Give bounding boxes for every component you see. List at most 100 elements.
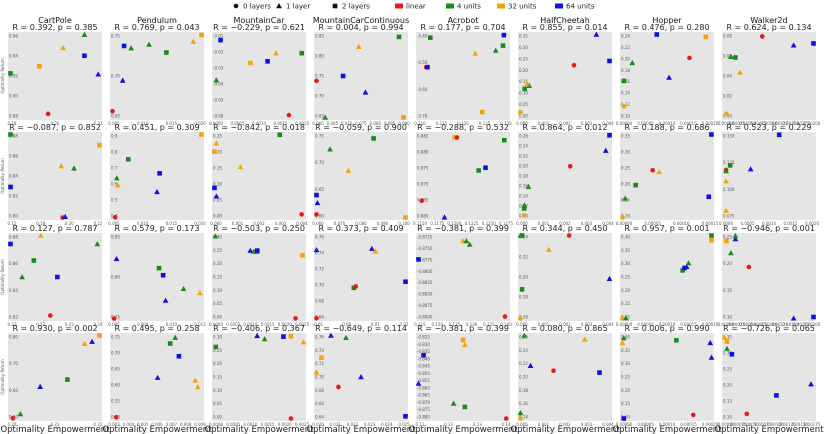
data-point	[58, 163, 65, 169]
panel-stats: R = −0.946, p = 0.001	[723, 224, 815, 233]
x-tick-label: 0.0020	[805, 221, 819, 226]
data-point	[345, 167, 352, 173]
x-tick-label: 0.0025	[295, 422, 309, 427]
plot-background	[722, 32, 816, 120]
data-point	[95, 71, 102, 77]
data-point	[113, 255, 120, 262]
data-point	[703, 34, 709, 40]
x-tick-label: 0.18	[8, 121, 17, 126]
data-point	[527, 362, 534, 368]
x-axis-label: Optimality Empowerment	[714, 425, 824, 434]
y-tick-label: 0.35	[621, 134, 630, 139]
y-axis-label: Optimality Return	[0, 58, 5, 94]
data-point	[503, 416, 509, 421]
data-point	[314, 212, 319, 217]
y-tick-label: 0.30	[621, 261, 630, 266]
x-tick-label: 0.22	[36, 322, 45, 327]
panel-stats: R = 0.769, p = 0.043	[114, 23, 199, 32]
data-point	[776, 132, 782, 138]
plot-background	[722, 233, 816, 321]
x-tick-label: 0.0005	[741, 221, 755, 226]
data-point	[774, 393, 779, 398]
y-tick-label: 0.80	[9, 335, 18, 340]
y-tick-label: 0.65	[315, 187, 324, 192]
x-tick-label: 0.070	[341, 121, 353, 126]
x-tick-label: 0.006	[151, 422, 163, 427]
data-point	[167, 341, 173, 346]
data-point	[55, 274, 60, 280]
x-tick-label: 0.130	[466, 322, 478, 327]
data-point	[732, 236, 739, 242]
column-title: MountainCarContinuous	[313, 16, 409, 25]
y-tick-label: 0.76	[315, 335, 324, 340]
data-point	[502, 314, 508, 319]
data-point	[724, 238, 729, 244]
plot-background	[518, 132, 612, 220]
data-point	[472, 50, 479, 56]
data-point	[355, 43, 362, 49]
data-point	[403, 414, 408, 419]
y-tick-label: 0.70	[111, 351, 120, 356]
x-tick-label: 0.002	[559, 322, 571, 327]
y-tick-label: 0.80	[9, 214, 18, 219]
data-point	[633, 182, 638, 188]
plot-background	[110, 132, 204, 220]
y-tick-label: 0.88	[9, 235, 18, 240]
data-point	[492, 47, 499, 53]
x-tick-label: 0.00000	[616, 322, 633, 327]
y-tick-label: 0.05	[213, 198, 222, 203]
x-tick-label: 0.22	[94, 221, 103, 226]
y-tick-label: 0.10	[723, 315, 732, 320]
y-tick-label: 0.82	[9, 194, 18, 199]
x-tick-label: 0.00000	[616, 221, 633, 226]
y-tick-label: 0.20	[519, 164, 528, 169]
x-tick-label: 0.20	[8, 422, 17, 427]
data-point	[81, 340, 88, 347]
scatter-panel: R = 0.769, p = 0.043 0.005 0.010 0.015 0.020…	[108, 23, 206, 126]
y-tick-label: 0.86	[9, 154, 18, 159]
x-tick-label: 0.00015	[702, 221, 719, 226]
data-point	[94, 241, 101, 247]
scatter-panel: R = 0.373, p = 0.409 -0.01 0.00 0.01 0.02 0.6…	[313, 224, 409, 327]
y-tick-label: 0.7	[111, 166, 118, 171]
data-point	[322, 114, 329, 120]
panel-stats: R = 0.579, p = 0.173	[114, 224, 199, 233]
plot-background	[8, 132, 102, 220]
y-tick-label: 0.15	[519, 79, 528, 84]
x-tick-label: 0.004	[602, 121, 614, 126]
x-tick-label: 0.004	[602, 322, 614, 327]
x-tick-label: 0.001	[538, 221, 550, 226]
data-point	[545, 246, 552, 253]
data-point	[8, 241, 13, 247]
x-tick-label: 0.00175	[804, 422, 821, 427]
x-tick-label: 0.002	[559, 422, 571, 427]
x-tick-label: 0.008	[180, 422, 192, 427]
y-tick-label: 0.14	[519, 194, 528, 199]
y-tick-label: -0.855	[417, 378, 430, 383]
data-point	[254, 332, 260, 339]
panel-stats: R = 0.188, p = 0.686	[624, 123, 709, 132]
x-tick-label: 0.0020	[278, 322, 292, 327]
plot-background	[212, 233, 306, 321]
scatter-panel: R = 0.476, p = 0.280 0.00000 0.00005 0.0001…	[616, 23, 719, 126]
panel-stats: R = 0.855, p = 0.014	[522, 23, 607, 32]
x-tick-label: 0.00015	[680, 322, 697, 327]
data-point	[709, 233, 714, 238]
x-axis-label: Optimality Empowerment	[612, 425, 722, 434]
data-point	[314, 315, 319, 321]
data-point	[500, 43, 506, 48]
legend-swatch	[395, 3, 403, 9]
x-tick-label: 0.1150	[413, 221, 427, 226]
data-point	[281, 334, 286, 339]
column-title: Pendulum	[137, 16, 177, 25]
y-tick-label: 0.65	[315, 114, 324, 119]
x-axis-label: Optimality Empowerment	[510, 425, 620, 434]
y-tick-label: -0.835	[417, 349, 430, 354]
data-point	[759, 34, 765, 39]
x-tick-label: 0.002	[253, 221, 265, 226]
x-tick-label: 0.009	[194, 422, 206, 427]
x-tick-label: 0.125	[479, 121, 491, 126]
